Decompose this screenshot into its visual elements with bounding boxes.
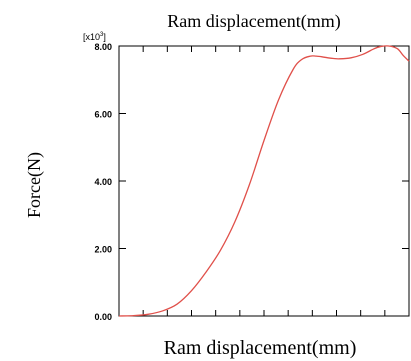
y-axis-ticks: 0.00 2.00 4.00 6.00 8.00 <box>94 42 409 322</box>
plot-frame <box>118 45 410 317</box>
y-tick-label: 2.00 <box>94 245 112 255</box>
y-tick-label: 0.00 <box>94 312 112 322</box>
y-multiplier-label: [x103] <box>83 32 106 42</box>
x-axis-label: Ram displacement(mm) <box>164 337 357 359</box>
series-line <box>118 45 410 317</box>
chart-title: Ram displacement(mm) <box>167 11 340 32</box>
y-tick-label: 6.00 <box>94 110 112 120</box>
series-layer <box>118 45 410 317</box>
y-multiplier-exponent: 3 <box>100 32 104 38</box>
y-tick-label: 4.00 <box>94 177 112 187</box>
y-tick-label: 8.00 <box>94 42 112 52</box>
y-multiplier-base: [x10 <box>83 32 100 42</box>
x-axis-ticks <box>142 46 386 316</box>
y-multiplier-close: ] <box>103 32 106 42</box>
svg-text:[x103]: [x103] <box>83 32 106 42</box>
y-axis-label: Force(N) <box>24 152 45 218</box>
